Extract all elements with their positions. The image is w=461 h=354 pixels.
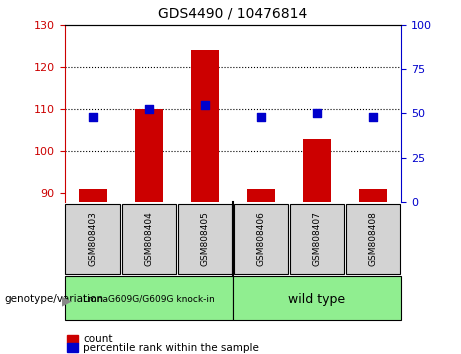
Title: GDS4490 / 10476814: GDS4490 / 10476814: [158, 7, 307, 21]
Bar: [247, 189, 275, 202]
Point: [201, 102, 208, 108]
Text: LmnaG609G/G609G knock-in: LmnaG609G/G609G knock-in: [83, 295, 214, 304]
Point: [89, 115, 96, 120]
Text: GSM808405: GSM808405: [200, 211, 209, 267]
Text: wild type: wild type: [289, 293, 345, 306]
Text: GSM808404: GSM808404: [144, 212, 153, 266]
Text: GSM808403: GSM808403: [88, 211, 97, 267]
Text: percentile rank within the sample: percentile rank within the sample: [83, 343, 259, 353]
Text: GSM808406: GSM808406: [256, 211, 266, 267]
Bar: [135, 109, 163, 202]
Text: genotype/variation: genotype/variation: [5, 294, 104, 304]
Point: [369, 115, 377, 120]
Text: ▶: ▶: [62, 295, 72, 307]
Point: [257, 115, 265, 120]
Bar: [359, 189, 387, 202]
Text: GSM808408: GSM808408: [368, 211, 378, 267]
Point: [145, 106, 152, 112]
Point: [313, 110, 321, 116]
Text: GSM808407: GSM808407: [313, 211, 321, 267]
Bar: [78, 189, 106, 202]
Text: count: count: [83, 334, 112, 344]
Bar: [303, 138, 331, 202]
Bar: [191, 50, 219, 202]
